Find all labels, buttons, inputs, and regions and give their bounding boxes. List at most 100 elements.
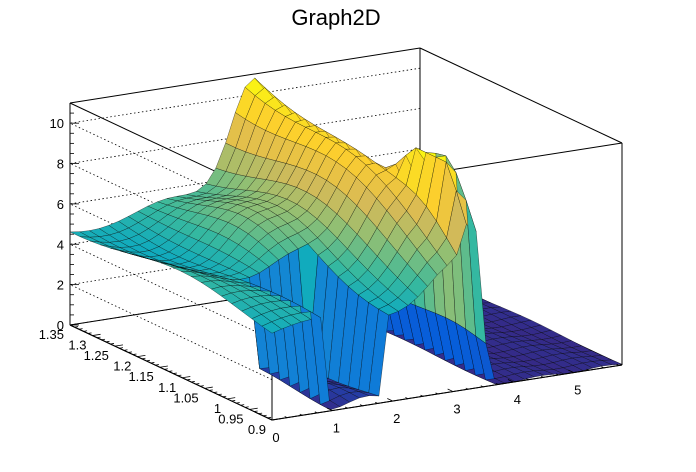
surface-cell	[602, 359, 623, 366]
x-tick-mark	[387, 398, 393, 402]
x-tick-mark	[556, 373, 559, 376]
x-tick-mark	[480, 385, 484, 388]
y-tick-mark	[146, 359, 150, 362]
y-tick-mark	[177, 374, 182, 377]
y-tick-mark	[218, 393, 222, 396]
y-tick-label: 0.9	[248, 422, 266, 437]
frame-edge	[69, 47, 421, 104]
x-tick-label: 2	[393, 411, 400, 426]
x-tick-mark	[420, 394, 424, 397]
x-tick-mark	[540, 375, 544, 378]
y-tick-label: 1.1	[158, 380, 176, 395]
y-tick-mark	[195, 383, 200, 385]
y-tick-mark	[132, 353, 137, 355]
x-tick-mark	[601, 366, 605, 369]
y-tick-mark	[119, 347, 124, 349]
y-tick-label: 1.15	[128, 369, 153, 384]
y-tick-mark	[182, 376, 191, 379]
y-tick-mark	[200, 385, 204, 387]
x-tick-mark	[284, 416, 288, 418]
y-tick-mark	[173, 372, 177, 374]
y-tick-mark	[141, 357, 146, 360]
x-tick-mark	[314, 411, 318, 414]
y-tick-mark	[159, 365, 168, 368]
y-tick-mark	[150, 362, 155, 364]
chart-title: Graph2D	[291, 5, 380, 30]
y-tick-mark	[92, 333, 101, 336]
x-tick-mark	[299, 413, 303, 416]
y-tick-label: 1	[214, 401, 221, 416]
y-axis: 0.9 0.951 1.051.1 1.151.2 1.251.3 1.35	[39, 323, 281, 437]
y-tick-mark	[168, 370, 173, 372]
y-tick-mark	[74, 326, 79, 328]
y-tick-mark	[69, 323, 79, 326]
x-tick-mark	[359, 404, 363, 407]
z-tick-label: 10	[50, 116, 64, 131]
y-tick-mark	[227, 397, 236, 400]
y-tick-mark	[222, 395, 227, 398]
y-tick-mark	[245, 406, 249, 408]
x-tick-mark	[435, 392, 439, 395]
x-tick-mark	[507, 379, 514, 383]
y-tick-mark	[137, 355, 146, 358]
y-tick-label: 1.2	[113, 359, 131, 374]
x-tick-mark	[326, 407, 333, 411]
x-tick-mark	[568, 369, 574, 373]
z-tick-label: 2	[57, 278, 64, 293]
x-tick-label: 1	[333, 421, 340, 436]
y-tick-mark	[105, 340, 110, 343]
y-tick-mark	[271, 418, 281, 421]
y-tick-mark	[83, 330, 88, 332]
y-tick-mark	[213, 391, 218, 393]
y-tick-mark	[258, 412, 263, 415]
y-tick-mark	[128, 351, 133, 353]
y-tick-label: 1.25	[84, 348, 109, 363]
y-tick-mark	[96, 336, 101, 339]
z-tick-label: 6	[57, 197, 64, 212]
y-tick-label: 1.35	[39, 327, 64, 342]
y-tick-mark	[249, 407, 258, 410]
surface-mesh	[69, 77, 623, 411]
y-tick-mark	[191, 381, 195, 383]
y-tick-mark	[164, 368, 168, 370]
y-tick-mark	[87, 332, 92, 334]
x-tick-mark	[447, 388, 454, 392]
x-tick-mark	[375, 401, 378, 404]
y-tick-mark	[236, 402, 240, 404]
y-tick-mark	[78, 328, 83, 330]
y-tick-mark	[209, 389, 213, 391]
y-axis-line	[69, 324, 273, 421]
z-axis: 0 2 4 6 8 10	[50, 103, 79, 333]
x-tick-mark	[525, 378, 529, 381]
x-tick-mark	[465, 387, 469, 390]
z-tick-label: 8	[57, 157, 64, 172]
x-tick-label: 5	[574, 383, 581, 398]
y-tick-mark	[262, 414, 267, 417]
x-tick-mark	[344, 406, 348, 409]
y-tick-mark	[123, 349, 128, 351]
y-tick-mark	[240, 404, 245, 406]
x-tick-mark	[405, 397, 408, 400]
y-tick-mark	[110, 343, 115, 345]
z-tick-label: 4	[57, 237, 64, 252]
y-tick-mark	[186, 378, 191, 381]
x-tick-mark	[495, 382, 499, 385]
y-tick-mark	[253, 410, 258, 412]
y-tick-label: 1.05	[173, 390, 198, 405]
x-tick-mark	[616, 363, 620, 366]
x-tick-label: 0	[272, 430, 279, 445]
x-axis-line	[271, 364, 623, 421]
x-tick-label: 3	[453, 402, 460, 417]
y-tick-mark	[114, 344, 124, 347]
y-tick-label: 0.95	[218, 411, 243, 426]
y-tick-label: 1.3	[68, 338, 86, 353]
y-tick-mark	[204, 386, 213, 389]
x-axis: 0 1 2 3 4 5	[266, 363, 623, 445]
x-tick-mark	[586, 368, 589, 371]
y-tick-mark	[155, 364, 159, 366]
y-tick-mark	[267, 416, 272, 419]
x-tick-label: 4	[514, 392, 521, 407]
y-tick-mark	[231, 400, 236, 402]
frame-edge	[419, 47, 623, 144]
